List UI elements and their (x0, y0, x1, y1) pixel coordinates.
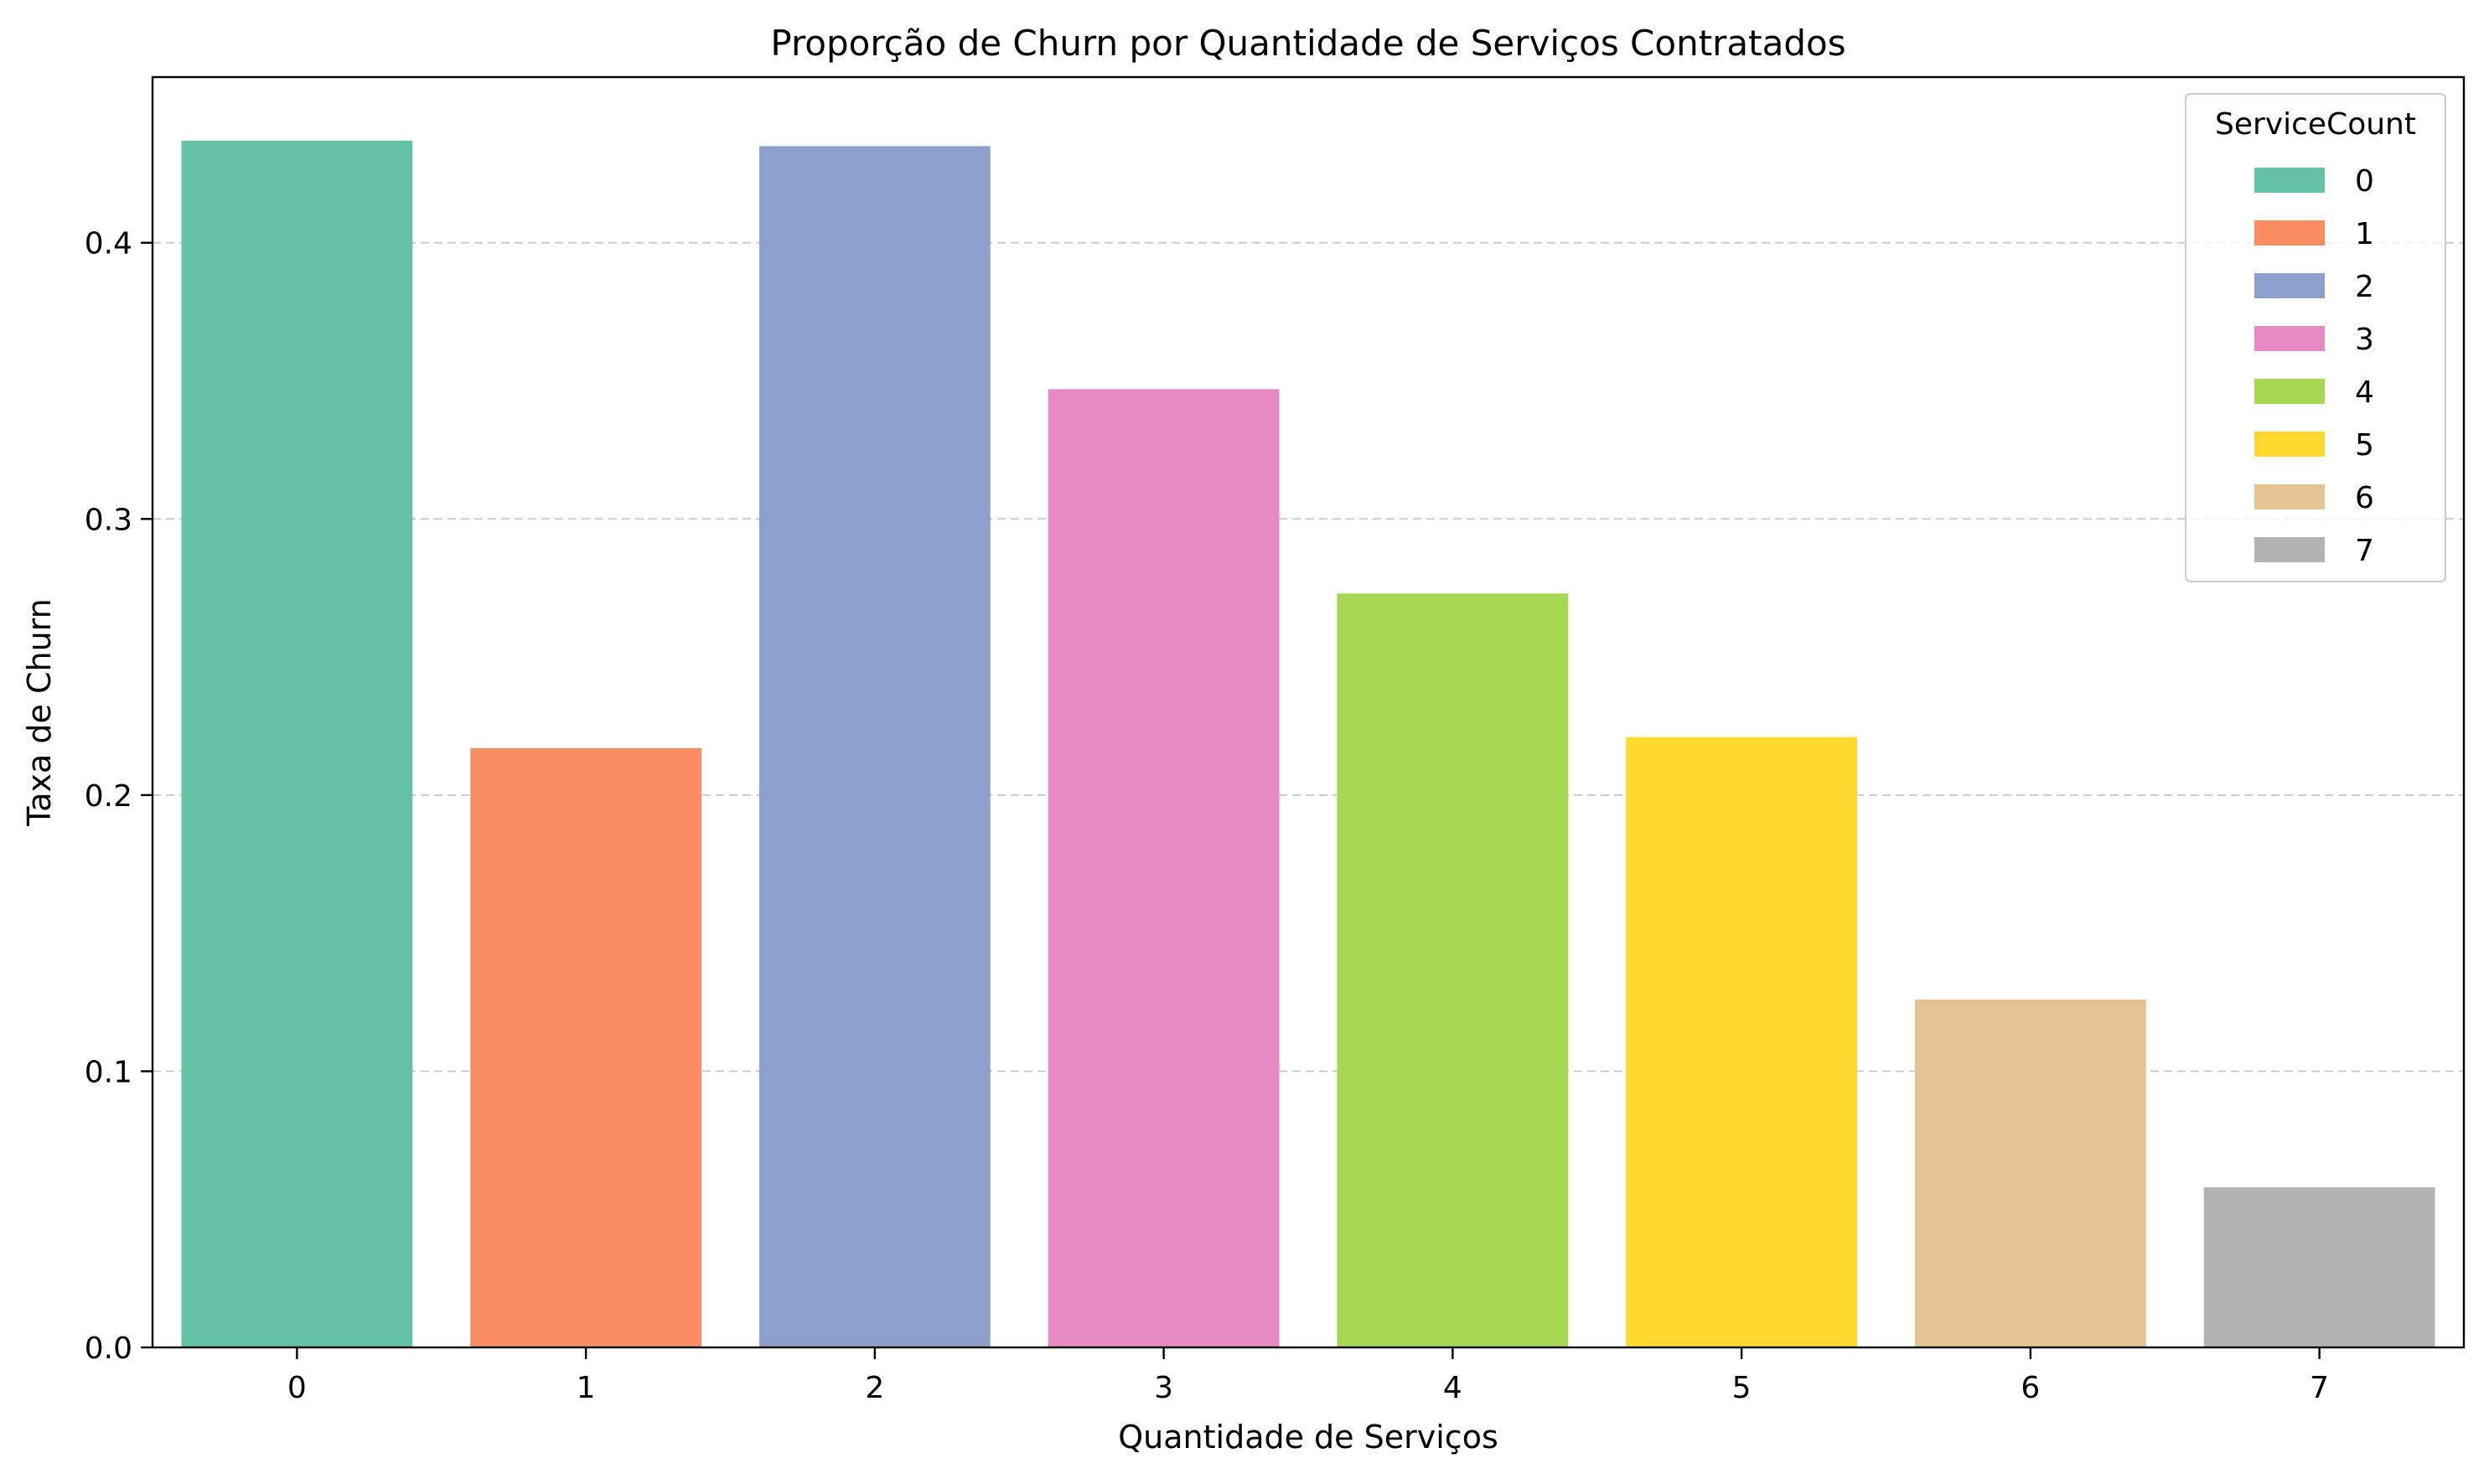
plot-frame (151, 75, 2466, 1349)
legend-label: 1 (2355, 217, 2374, 251)
legend-entries: 0 1 2 3 4 5 6 7 (2254, 164, 2374, 568)
bar-0 (181, 140, 413, 1347)
y-tick-label: 0.2 (85, 779, 132, 814)
bar-7 (2203, 1187, 2435, 1347)
bars (181, 140, 2435, 1347)
bar-3 (1048, 389, 1280, 1347)
grid-lines (153, 241, 2464, 1073)
legend-swatch (2254, 220, 2325, 246)
x-tick-label: 3 (1154, 1371, 1173, 1405)
y-axis-ticks: 0.0 0.1 0.2 0.3 0.4 (85, 227, 153, 1366)
legend-label: 6 (2355, 481, 2374, 515)
x-axis-ticks: 0 1 2 3 4 5 6 7 (287, 1347, 2329, 1405)
x-tick-label: 2 (865, 1371, 884, 1405)
y-tick-label: 0.0 (85, 1331, 132, 1366)
legend-swatch (2254, 326, 2325, 351)
bar-6 (1914, 999, 2146, 1347)
legend-label: 5 (2355, 428, 2374, 463)
legend-swatch (2254, 537, 2325, 562)
legend-title: ServiceCount (2215, 107, 2416, 142)
legend-label: 2 (2355, 270, 2374, 304)
legend-label: 3 (2355, 323, 2374, 357)
chart-title: Proporção de Churn por Quantidade de Ser… (770, 23, 1845, 64)
x-tick-label: 6 (2021, 1371, 2040, 1405)
legend-swatch (2254, 432, 2325, 457)
legend-swatch (2254, 273, 2325, 298)
x-axis-label: Quantidade de Serviços (1118, 1419, 1498, 1456)
x-tick-label: 4 (1443, 1371, 1462, 1405)
bar-4 (1337, 593, 1569, 1347)
y-tick-label: 0.3 (85, 503, 132, 537)
y-axis-label: Taxa de Churn (21, 598, 58, 826)
x-tick-label: 5 (1732, 1371, 1752, 1405)
x-tick-label: 1 (577, 1371, 596, 1405)
legend-swatch (2254, 484, 2325, 509)
legend-label: 0 (2355, 164, 2374, 199)
x-tick-label: 0 (287, 1371, 307, 1405)
legend-label: 4 (2355, 375, 2374, 410)
y-tick-label: 0.1 (85, 1055, 132, 1089)
legend: ServiceCount 0 1 2 3 4 5 6 7 (2185, 93, 2446, 582)
legend-swatch (2254, 379, 2325, 404)
x-tick-label: 7 (2310, 1371, 2329, 1405)
y-tick-label: 0.4 (85, 227, 132, 261)
bar-5 (1626, 737, 1858, 1347)
bar-2 (758, 146, 991, 1347)
legend-label: 7 (2355, 534, 2374, 568)
legend-swatch (2254, 168, 2325, 193)
bar-1 (470, 747, 702, 1347)
